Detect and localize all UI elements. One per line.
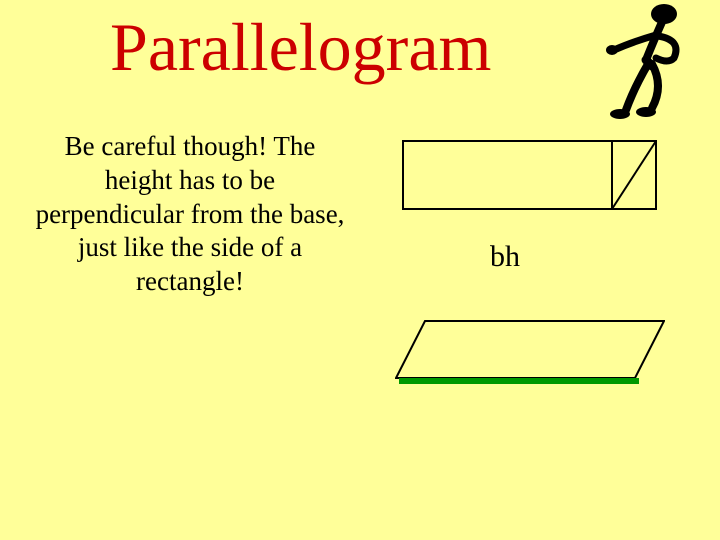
leaning-figure-icon: [602, 0, 697, 130]
body-paragraph: Be careful though! The height has to be …: [30, 130, 350, 299]
slide-title: Parallelogram: [110, 8, 491, 87]
rectangle-diagram: [402, 140, 657, 210]
area-formula: bh: [490, 240, 520, 274]
parallelogram-diagram: [395, 320, 665, 395]
